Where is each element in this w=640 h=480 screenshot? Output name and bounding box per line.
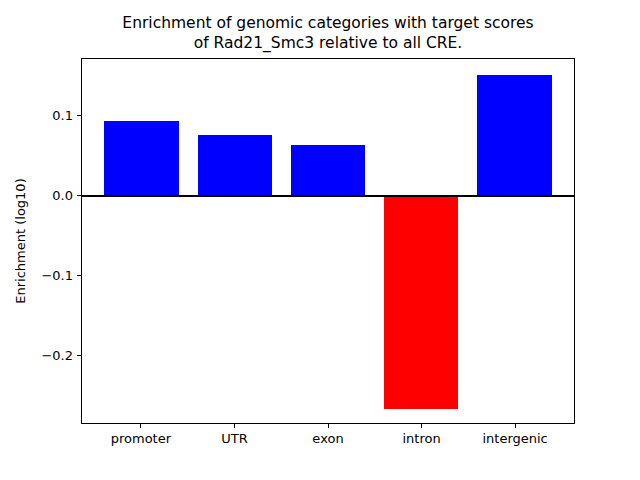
bar-chart-figure: Enrichment of genomic categories with ta… — [0, 0, 640, 480]
x-tick-mark-intron — [421, 424, 422, 428]
y-tick-mark-0.1 — [77, 115, 81, 116]
y-tick-mark-−0.2 — [77, 355, 81, 356]
bar-intron — [384, 196, 459, 409]
x-tick-mark-exon — [328, 424, 329, 428]
plot-area — [81, 58, 575, 424]
chart-title-line1: Enrichment of genomic categories with ta… — [81, 13, 575, 33]
x-tick-label-intergenic: intergenic — [455, 431, 575, 447]
y-tick-mark-0.0 — [77, 195, 81, 196]
chart-title-line2: of Rad21_Smc3 relative to all CRE. — [81, 33, 575, 53]
bar-UTR — [198, 135, 273, 196]
y-tick-label-−0.2: −0.2 — [0, 348, 73, 364]
x-tick-mark-UTR — [234, 424, 235, 428]
zero-line — [82, 195, 574, 197]
y-tick-mark-−0.1 — [77, 275, 81, 276]
x-tick-mark-intergenic — [515, 424, 516, 428]
chart-title: Enrichment of genomic categories with ta… — [81, 13, 575, 53]
y-tick-label-−0.1: −0.1 — [0, 268, 73, 284]
y-tick-label-0.1: 0.1 — [0, 108, 73, 124]
bar-promoter — [104, 121, 179, 196]
bar-intergenic — [477, 75, 552, 196]
bar-exon — [291, 145, 366, 196]
y-tick-label-0.0: 0.0 — [0, 188, 73, 204]
x-tick-mark-promoter — [140, 424, 141, 428]
